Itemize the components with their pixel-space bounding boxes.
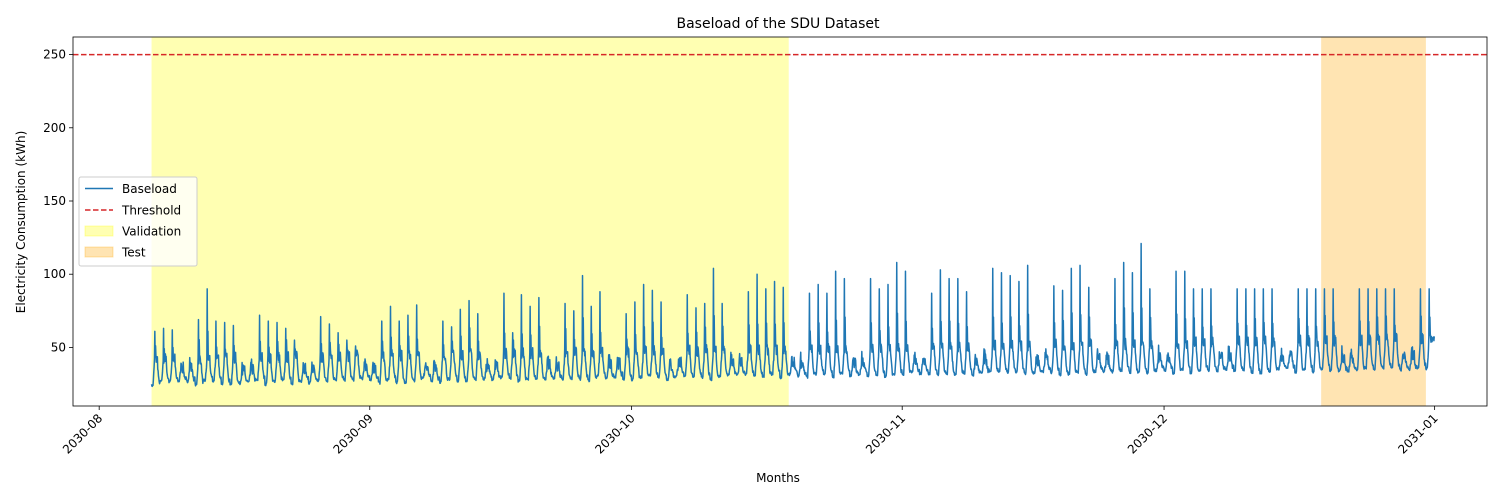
legend: Baseload Threshold Validation Test (78, 176, 198, 267)
x-tick-label: 2030-09 (331, 411, 376, 456)
x-axis-title: Months (756, 471, 800, 485)
y-tick-label: 250 (43, 48, 66, 62)
x-tick-label: 2030-12 (1125, 411, 1170, 456)
y-axis: 50 100 150 200 250 (43, 48, 73, 354)
legend-label-baseload: Baseload (122, 182, 177, 196)
plot-area-frame (72, 36, 1488, 407)
legend-label-test: Test (121, 246, 146, 260)
series-layer (73, 53, 1487, 388)
series-baseload (150, 242, 1436, 388)
x-tick-label: 2030-10 (592, 411, 637, 456)
x-axis: 2030-08 2030-09 2030-10 2030-11 2030-12 2031-… (60, 406, 1441, 457)
y-tick-label: 100 (43, 267, 66, 281)
x-tick-label: 2030-08 (60, 411, 105, 456)
span-test (1321, 37, 1426, 406)
highlight-spans (151, 37, 1426, 406)
legend-label-validation: Validation (122, 225, 181, 239)
chart-title: Baseload of the SDU Dataset (676, 16, 880, 32)
legend-swatch-test (84, 246, 114, 258)
y-axis-title: Electricity Consumption (kWh) (14, 131, 28, 314)
legend-swatch-validation (84, 225, 114, 237)
y-tick-label: 200 (43, 121, 66, 135)
legend-box (78, 176, 198, 267)
x-tick-label: 2031-01 (1395, 411, 1440, 456)
y-tick-label: 50 (51, 340, 66, 354)
y-tick-label: 150 (43, 194, 66, 208)
legend-label-threshold: Threshold (121, 204, 181, 218)
x-tick-label: 2030-11 (863, 411, 908, 456)
